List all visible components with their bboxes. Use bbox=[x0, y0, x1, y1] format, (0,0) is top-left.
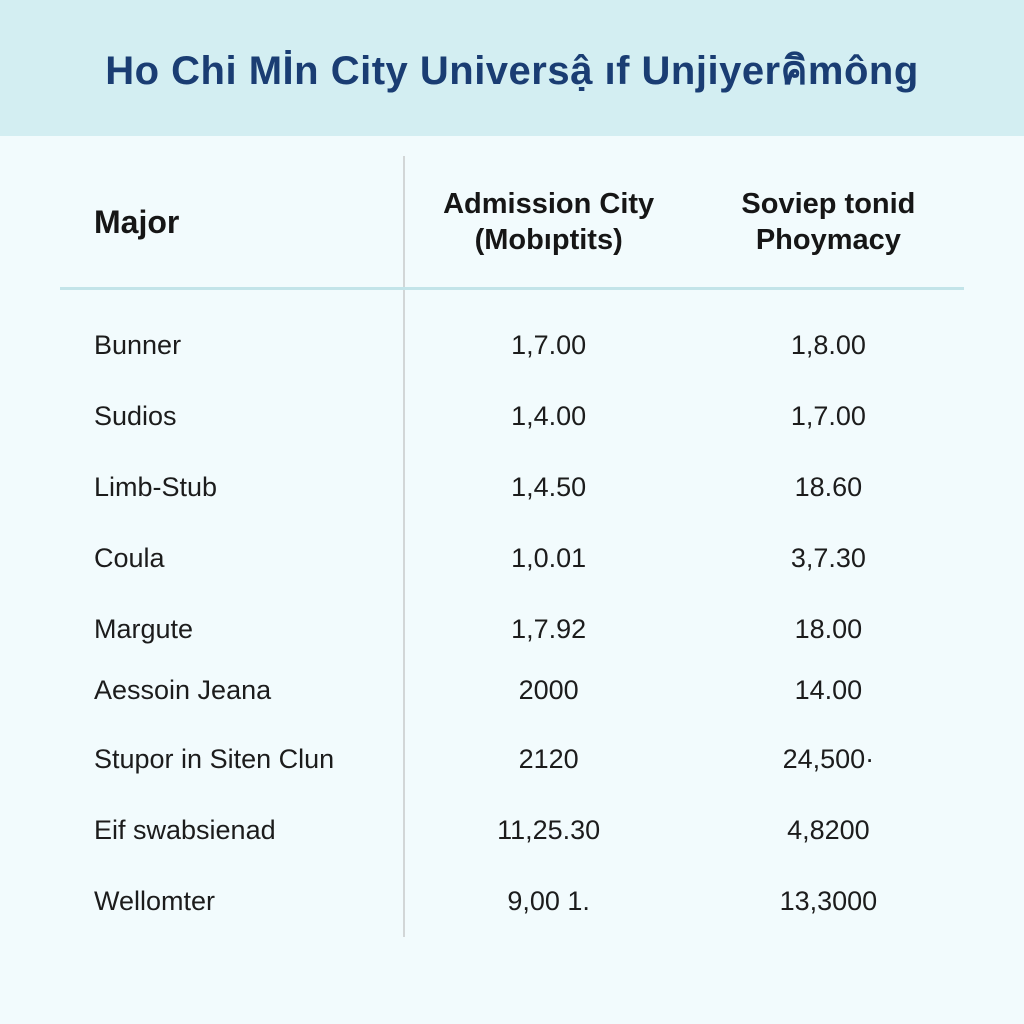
cell-admission: 2000 bbox=[404, 665, 693, 724]
cell-soviep: 14.00 bbox=[693, 665, 964, 724]
table-row: Margute1,7.9218.00 bbox=[60, 594, 964, 665]
page-header: Ho Chi Mİn City Universậ ıf Unjiyerคิmôn… bbox=[0, 0, 1024, 136]
cell-major: Aessoin Jeana bbox=[60, 665, 404, 724]
cell-admission: 1,0.01 bbox=[404, 523, 693, 594]
cell-soviep: 24,500· bbox=[693, 724, 964, 795]
table-body: Bunner1,7.001,8.00Sudios1,4.001,7.00Limb… bbox=[60, 288, 964, 937]
column-header-soviep: Soviep tonidPhoymacy bbox=[693, 156, 964, 288]
cell-admission: 9,00 1. bbox=[404, 866, 693, 937]
cell-admission: 1,4.00 bbox=[404, 381, 693, 452]
table-row: Wellomter9,00 1.13,3000 bbox=[60, 866, 964, 937]
table-container: Major Admission City(Mobıptits) Soviep t… bbox=[0, 136, 1024, 937]
cell-soviep: 1,8.00 bbox=[693, 288, 964, 381]
page-title: Ho Chi Mİn City Universậ ıf Unjiyerคิmôn… bbox=[30, 38, 994, 102]
cell-major: Margute bbox=[60, 594, 404, 665]
cell-major: Stupor in Siten Clun bbox=[60, 724, 404, 795]
cell-soviep: 3,7.30 bbox=[693, 523, 964, 594]
table-row: Stupor in Siten Clun212024,500· bbox=[60, 724, 964, 795]
cell-soviep: 18.60 bbox=[693, 452, 964, 523]
cell-major: Bunner bbox=[60, 288, 404, 381]
table-row: Aessoin Jeana200014.00 bbox=[60, 665, 964, 724]
cell-soviep: 18.00 bbox=[693, 594, 964, 665]
data-table: Major Admission City(Mobıptits) Soviep t… bbox=[60, 156, 964, 937]
table-header-row: Major Admission City(Mobıptits) Soviep t… bbox=[60, 156, 964, 288]
cell-major: Sudios bbox=[60, 381, 404, 452]
cell-soviep: 1,7.00 bbox=[693, 381, 964, 452]
cell-major: Eif swabsienad bbox=[60, 795, 404, 866]
cell-soviep: 4,8200 bbox=[693, 795, 964, 866]
cell-major: Wellomter bbox=[60, 866, 404, 937]
cell-admission: 2120 bbox=[404, 724, 693, 795]
cell-admission: 1,7.92 bbox=[404, 594, 693, 665]
table-row: Eif swabsienad11,25.304,8200 bbox=[60, 795, 964, 866]
table-row: Limb-Stub1,4.5018.60 bbox=[60, 452, 964, 523]
cell-admission: 1,7.00 bbox=[404, 288, 693, 381]
table-row: Coula1,0.013,7.30 bbox=[60, 523, 964, 594]
column-header-major: Major bbox=[60, 156, 404, 288]
table-row: Bunner1,7.001,8.00 bbox=[60, 288, 964, 381]
cell-admission: 1,4.50 bbox=[404, 452, 693, 523]
column-header-admission: Admission City(Mobıptits) bbox=[404, 156, 693, 288]
cell-major: Limb-Stub bbox=[60, 452, 404, 523]
cell-admission: 11,25.30 bbox=[404, 795, 693, 866]
table-row: Sudios1,4.001,7.00 bbox=[60, 381, 964, 452]
cell-soviep: 13,3000 bbox=[693, 866, 964, 937]
cell-major: Coula bbox=[60, 523, 404, 594]
